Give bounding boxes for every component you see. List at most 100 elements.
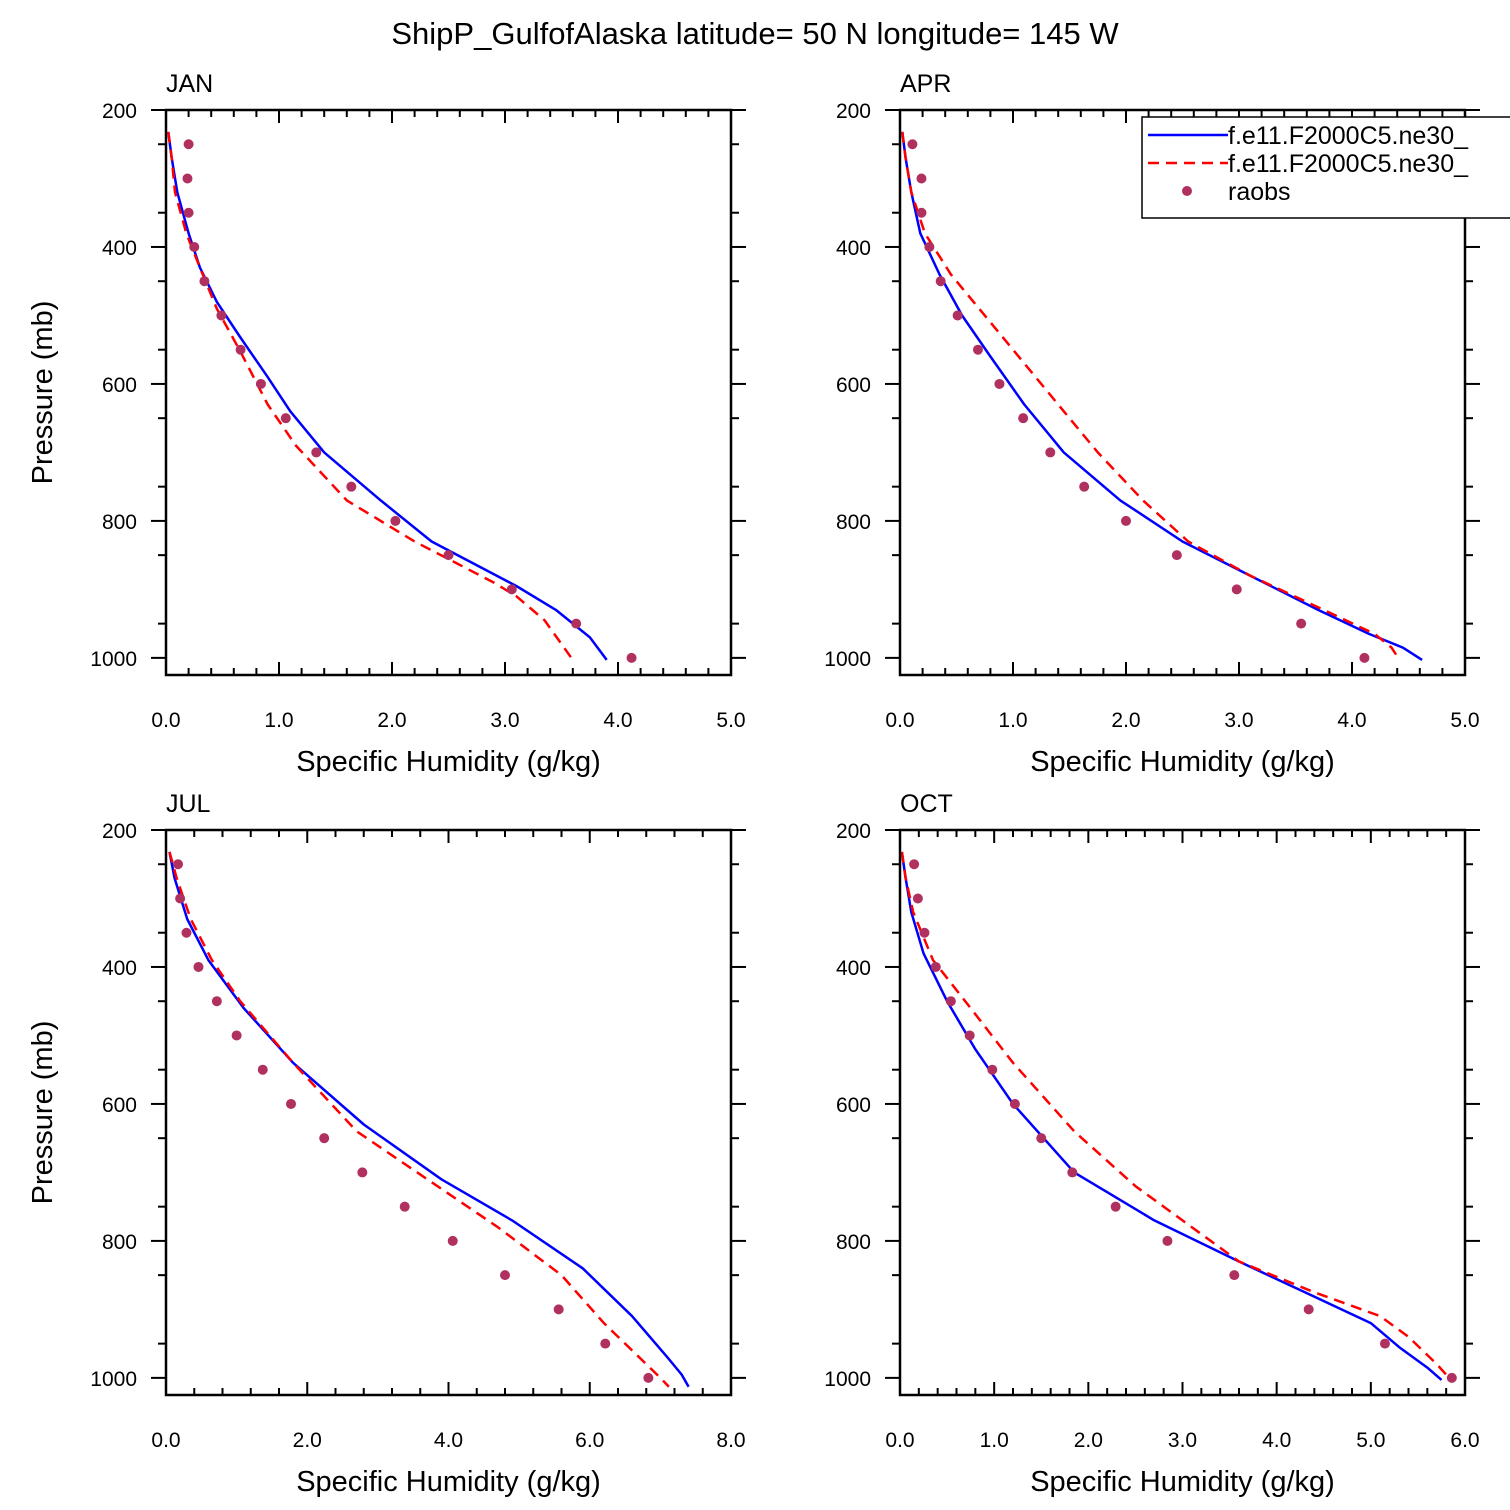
raobs-point bbox=[346, 481, 357, 492]
x-tick-label: 0.0 bbox=[885, 709, 914, 732]
panel-title: JAN bbox=[166, 70, 213, 98]
raobs-point bbox=[972, 344, 983, 355]
y-tick-label: 600 bbox=[836, 1094, 871, 1117]
raobs-point bbox=[199, 276, 210, 287]
raobs-point bbox=[1067, 1167, 1078, 1178]
model-line-dashed bbox=[167, 131, 574, 661]
plot-frame bbox=[898, 108, 1467, 677]
y-tick-label: 1000 bbox=[824, 648, 871, 671]
raobs-point bbox=[626, 652, 637, 663]
raobs-point bbox=[1231, 584, 1242, 595]
y-tick-label: 400 bbox=[102, 957, 137, 980]
figure-title: ShipP_GulfofAlaska latitude= 50 N longit… bbox=[391, 16, 1119, 51]
x-tick-label: 5.0 bbox=[716, 709, 745, 732]
y-tick-label: 200 bbox=[836, 100, 871, 123]
raobs-point bbox=[255, 378, 266, 389]
x-tick-label: 3.0 bbox=[490, 709, 519, 732]
raobs-point bbox=[909, 859, 920, 870]
raobs-point bbox=[1359, 652, 1370, 663]
raobs-point bbox=[506, 584, 517, 595]
raobs-point bbox=[183, 139, 194, 150]
raobs-point bbox=[600, 1338, 611, 1349]
x-tick-label: 1.0 bbox=[998, 709, 1027, 732]
raobs-point bbox=[231, 1030, 242, 1041]
y-axis-label: Pressure (mb) bbox=[27, 301, 59, 485]
x-tick-label: 0.0 bbox=[151, 1429, 180, 1452]
x-tick-label: 0.0 bbox=[151, 709, 180, 732]
raobs-point bbox=[987, 1064, 998, 1075]
raobs-point bbox=[935, 276, 946, 287]
x-axis-label: Specific Humidity (g/kg) bbox=[1030, 1466, 1335, 1498]
panel-title: OCT bbox=[900, 790, 953, 818]
panels-group: JAN 0.0 1.0 2.0 3.0 4.0 5.0 200 400 600 800 1000 Spe… bbox=[27, 70, 1480, 1498]
raobs-point bbox=[1296, 618, 1307, 629]
x-tick-label: 2.0 bbox=[377, 709, 406, 732]
raobs-point bbox=[311, 447, 322, 458]
x-axis-label: Specific Humidity (g/kg) bbox=[296, 746, 601, 778]
panel-jul: JUL 0.0 2.0 4.0 6.0 8.0 200 400 600 800 1000 Specif… bbox=[27, 790, 746, 1498]
x-tick-label: 3.0 bbox=[1224, 709, 1253, 732]
raobs-point bbox=[182, 173, 193, 184]
y-axis-label: Pressure (mb) bbox=[27, 1021, 59, 1205]
plot-frame bbox=[164, 108, 733, 677]
raobs-point bbox=[994, 378, 1005, 389]
y-tick-label: 200 bbox=[102, 820, 137, 843]
raobs-point bbox=[907, 139, 918, 150]
y-tick-label: 800 bbox=[836, 1231, 871, 1254]
raobs-point bbox=[183, 207, 194, 218]
y-tick-label: 1000 bbox=[90, 648, 137, 671]
x-tick-label: 3.0 bbox=[1168, 1429, 1197, 1452]
raobs-point bbox=[643, 1372, 654, 1383]
raobs-point bbox=[945, 996, 956, 1007]
y-tick-label: 200 bbox=[102, 100, 137, 123]
raobs-point bbox=[1079, 481, 1090, 492]
x-tick-label: 2.0 bbox=[1074, 1429, 1103, 1452]
raobs-point bbox=[286, 1098, 297, 1109]
raobs-point bbox=[280, 413, 291, 424]
legend-label: f.e11.F2000C5.ne30_ bbox=[1228, 122, 1469, 150]
panel-title: APR bbox=[900, 70, 951, 98]
raobs-point bbox=[964, 1030, 975, 1041]
x-axis-label: Specific Humidity (g/kg) bbox=[1030, 746, 1335, 778]
raobs-point bbox=[443, 550, 454, 561]
raobs-point bbox=[924, 241, 935, 252]
x-tick-label: 5.0 bbox=[1450, 709, 1479, 732]
raobs-point bbox=[1162, 1235, 1173, 1246]
raobs-point bbox=[930, 961, 941, 972]
raobs-point bbox=[553, 1304, 564, 1315]
model-line-solid bbox=[901, 131, 1423, 661]
raobs-point bbox=[357, 1167, 368, 1178]
model-line-solid bbox=[900, 851, 1443, 1381]
x-tick-label: 6.0 bbox=[1450, 1429, 1479, 1452]
y-tick-label: 1000 bbox=[824, 1368, 871, 1391]
raobs-point bbox=[216, 310, 227, 321]
raobs-point bbox=[916, 173, 927, 184]
raobs-point bbox=[1110, 1201, 1121, 1212]
raobs-point bbox=[390, 515, 401, 526]
panel-title: JUL bbox=[166, 790, 211, 818]
panel-apr: APR 0.0 1.0 2.0 3.0 4.0 5.0 200 400 600 800 1000 Spe… bbox=[824, 70, 1480, 778]
raobs-point bbox=[571, 618, 582, 629]
raobs-point bbox=[175, 893, 186, 904]
raobs-point bbox=[1045, 447, 1056, 458]
panel-jan: JAN 0.0 1.0 2.0 3.0 4.0 5.0 200 400 600 800 1000 Spe… bbox=[27, 70, 746, 778]
x-tick-label: 2.0 bbox=[1111, 709, 1140, 732]
x-tick-label: 1.0 bbox=[980, 1429, 1009, 1452]
model-line-dashed bbox=[900, 851, 1452, 1381]
x-tick-label: 8.0 bbox=[716, 1429, 745, 1452]
raobs-point bbox=[1446, 1372, 1457, 1383]
raobs-point bbox=[235, 344, 246, 355]
legend-marker bbox=[1182, 186, 1192, 196]
legend-label: raobs bbox=[1228, 178, 1291, 206]
y-tick-label: 800 bbox=[836, 511, 871, 534]
raobs-point bbox=[500, 1270, 510, 1281]
x-tick-label: 4.0 bbox=[1337, 709, 1366, 732]
x-tick-label: 5.0 bbox=[1356, 1429, 1385, 1452]
raobs-point bbox=[319, 1133, 330, 1144]
x-tick-label: 1.0 bbox=[264, 709, 293, 732]
raobs-point bbox=[1036, 1133, 1047, 1144]
x-tick-label: 2.0 bbox=[293, 1429, 322, 1452]
plot-frame bbox=[898, 828, 1467, 1397]
y-tick-label: 600 bbox=[836, 374, 871, 397]
